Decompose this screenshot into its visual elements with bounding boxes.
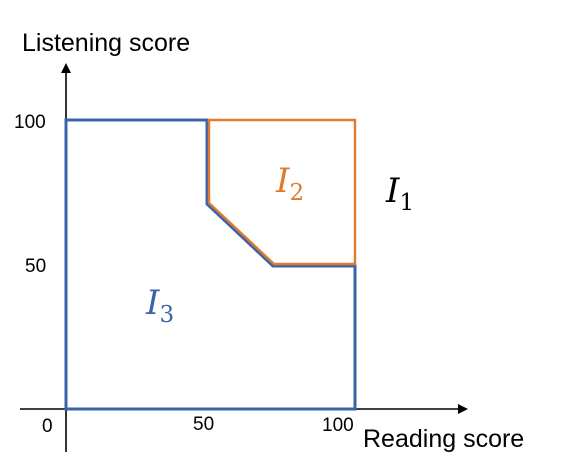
region-i2-boundary xyxy=(207,118,357,266)
region-i3-label: I3 xyxy=(145,283,174,328)
y-tick-label-100: 100 xyxy=(14,112,46,133)
y-axis-title: Listening score xyxy=(22,29,190,57)
region-i3-boundary xyxy=(64,118,357,411)
x-axis-title: Reading score xyxy=(363,425,524,453)
x-tick-label-0: 0 xyxy=(42,416,53,437)
y-tick-label-50: 50 xyxy=(25,256,46,277)
x-tick-label-50: 50 xyxy=(193,414,214,435)
region-i1-label: I1 xyxy=(385,171,414,216)
x-tick-label-100: 100 xyxy=(322,415,354,436)
region-i2-label: I2 xyxy=(275,161,304,206)
